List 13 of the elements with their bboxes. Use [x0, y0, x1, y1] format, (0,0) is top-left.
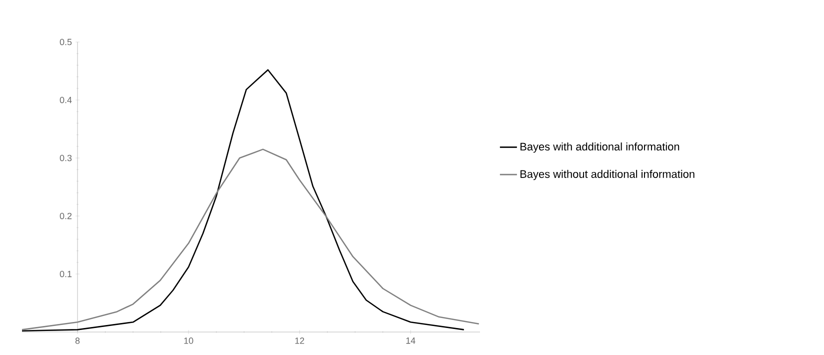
y-tick-label: 0.1: [60, 270, 72, 278]
legend-label: Bayes without additional information: [520, 170, 694, 180]
x-tick-label: 14: [406, 338, 416, 344]
x-tick-label: 10: [184, 338, 194, 344]
line-series: [21, 148, 480, 330]
y-tick-label: 0.3: [60, 154, 72, 162]
y-tick-label: 0.4: [60, 96, 72, 104]
y-tick-label: 0.2: [60, 212, 72, 220]
y-tick-label: 0.5: [60, 38, 72, 46]
x-tick-label: 8: [75, 338, 80, 344]
line-series: [21, 69, 465, 332]
x-tick-label: 12: [295, 338, 304, 344]
legend-label: Bayes with additional information: [520, 142, 680, 153]
